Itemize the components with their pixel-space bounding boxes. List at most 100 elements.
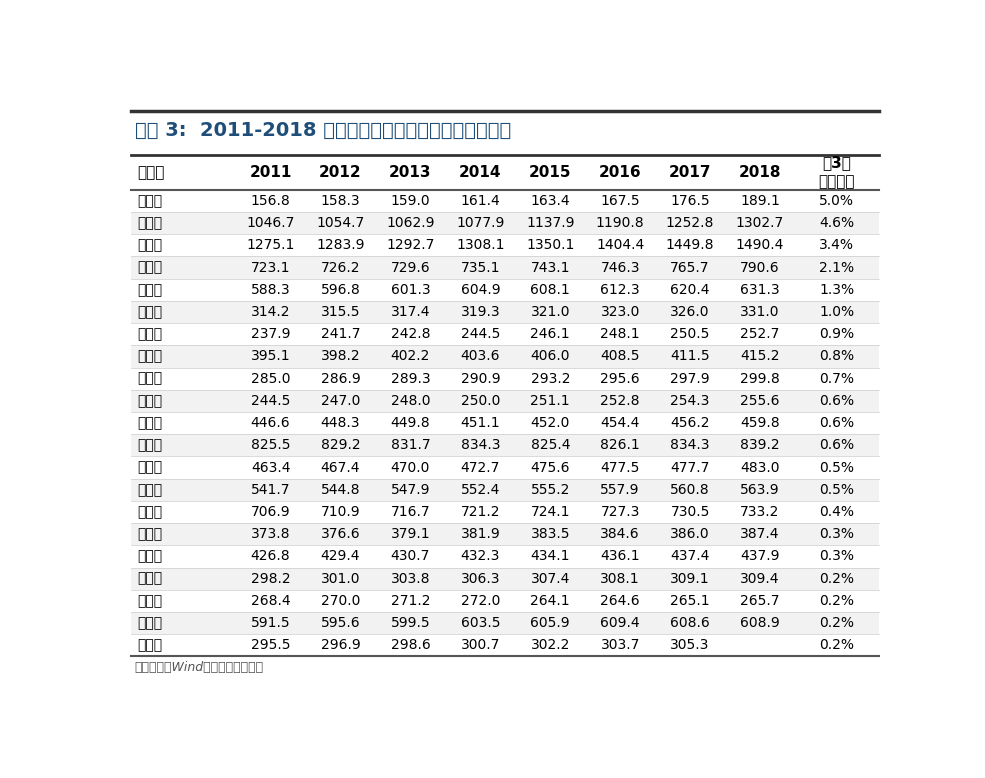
Text: 395.1: 395.1 bbox=[251, 349, 291, 363]
Text: 434.1: 434.1 bbox=[531, 549, 570, 563]
Text: 379.1: 379.1 bbox=[391, 527, 430, 541]
Text: 250.5: 250.5 bbox=[671, 328, 710, 342]
Text: 308.1: 308.1 bbox=[601, 572, 640, 586]
Text: 376.6: 376.6 bbox=[321, 527, 361, 541]
Text: 汕尾市: 汕尾市 bbox=[137, 639, 162, 653]
Text: 448.3: 448.3 bbox=[321, 416, 361, 430]
Text: 0.2%: 0.2% bbox=[820, 594, 854, 608]
Text: 237.9: 237.9 bbox=[251, 328, 291, 342]
Text: 2012: 2012 bbox=[319, 165, 361, 180]
Text: 2013: 2013 bbox=[389, 165, 431, 180]
Text: 295.6: 295.6 bbox=[601, 372, 640, 386]
Text: 汕头市: 汕头市 bbox=[137, 483, 162, 497]
Text: 东莞市: 东莞市 bbox=[137, 438, 162, 452]
Text: 557.9: 557.9 bbox=[601, 483, 640, 497]
Text: 1.3%: 1.3% bbox=[820, 283, 854, 297]
Text: 620.4: 620.4 bbox=[671, 283, 710, 297]
Text: 298.2: 298.2 bbox=[251, 572, 291, 586]
Text: 746.3: 746.3 bbox=[601, 261, 640, 275]
Text: 472.7: 472.7 bbox=[461, 461, 500, 475]
Text: 163.4: 163.4 bbox=[531, 194, 570, 208]
Text: 河源市: 河源市 bbox=[137, 572, 162, 586]
Text: 0.2%: 0.2% bbox=[820, 639, 854, 653]
Text: 250.0: 250.0 bbox=[461, 394, 500, 408]
Text: 0.9%: 0.9% bbox=[820, 328, 854, 342]
Text: 726.2: 726.2 bbox=[321, 261, 361, 275]
Text: 梅州市: 梅州市 bbox=[137, 549, 162, 563]
Text: 252.8: 252.8 bbox=[601, 394, 640, 408]
Text: 0.3%: 0.3% bbox=[820, 527, 854, 541]
Text: 244.5: 244.5 bbox=[251, 394, 291, 408]
Text: 268.4: 268.4 bbox=[251, 594, 291, 608]
Text: 1404.4: 1404.4 bbox=[596, 238, 644, 252]
Bar bbox=[131, 279, 879, 301]
Text: 271.2: 271.2 bbox=[391, 594, 430, 608]
Text: 5.0%: 5.0% bbox=[820, 194, 854, 208]
Text: 608.9: 608.9 bbox=[740, 616, 780, 630]
Text: 293.2: 293.2 bbox=[531, 372, 570, 386]
Text: 601.3: 601.3 bbox=[391, 283, 430, 297]
Text: 272.0: 272.0 bbox=[461, 594, 500, 608]
Text: 384.6: 384.6 bbox=[601, 527, 640, 541]
Text: 730.5: 730.5 bbox=[671, 505, 710, 519]
Text: 331.0: 331.0 bbox=[741, 305, 780, 319]
Bar bbox=[131, 190, 879, 212]
Text: 326.0: 326.0 bbox=[671, 305, 710, 319]
Text: 603.5: 603.5 bbox=[461, 616, 500, 630]
Text: 地级市: 地级市 bbox=[137, 165, 164, 180]
Text: 398.2: 398.2 bbox=[321, 349, 361, 363]
Text: 403.6: 403.6 bbox=[461, 349, 500, 363]
Text: 264.1: 264.1 bbox=[531, 594, 570, 608]
Text: 591.5: 591.5 bbox=[251, 616, 291, 630]
Text: 446.6: 446.6 bbox=[251, 416, 291, 430]
Text: 831.7: 831.7 bbox=[391, 438, 430, 452]
Text: 605.9: 605.9 bbox=[531, 616, 570, 630]
Bar bbox=[131, 434, 879, 457]
Text: 595.6: 595.6 bbox=[321, 616, 361, 630]
Text: 189.1: 189.1 bbox=[740, 194, 780, 208]
Text: 825.4: 825.4 bbox=[531, 438, 570, 452]
Text: 296.9: 296.9 bbox=[321, 639, 361, 653]
Text: 306.3: 306.3 bbox=[461, 572, 500, 586]
Text: 1054.7: 1054.7 bbox=[316, 216, 364, 230]
Text: 255.6: 255.6 bbox=[741, 394, 780, 408]
Text: 560.8: 560.8 bbox=[670, 483, 710, 497]
Text: 158.3: 158.3 bbox=[321, 194, 361, 208]
Text: 477.5: 477.5 bbox=[601, 461, 640, 475]
Text: 721.2: 721.2 bbox=[461, 505, 500, 519]
Text: 723.1: 723.1 bbox=[251, 261, 291, 275]
Bar bbox=[131, 212, 879, 234]
Text: 4.6%: 4.6% bbox=[820, 216, 854, 230]
Text: 2015: 2015 bbox=[529, 165, 571, 180]
Text: 411.5: 411.5 bbox=[670, 349, 710, 363]
Text: 0.6%: 0.6% bbox=[820, 438, 854, 452]
Text: 0.6%: 0.6% bbox=[820, 394, 854, 408]
Text: 386.0: 386.0 bbox=[670, 527, 710, 541]
Text: 0.5%: 0.5% bbox=[820, 483, 854, 497]
Text: 436.1: 436.1 bbox=[601, 549, 640, 563]
Text: 湛江市: 湛江市 bbox=[137, 505, 162, 519]
Text: 惠州市: 惠州市 bbox=[137, 461, 162, 475]
Text: 408.5: 408.5 bbox=[601, 349, 640, 363]
Text: 潮州市: 潮州市 bbox=[137, 594, 162, 608]
Bar bbox=[131, 257, 879, 279]
Text: 826.1: 826.1 bbox=[600, 438, 640, 452]
Text: 724.1: 724.1 bbox=[531, 505, 570, 519]
Text: 2018: 2018 bbox=[739, 165, 781, 180]
Text: 248.1: 248.1 bbox=[601, 328, 640, 342]
Text: 247.0: 247.0 bbox=[321, 394, 361, 408]
Text: 254.3: 254.3 bbox=[671, 394, 710, 408]
Text: 406.0: 406.0 bbox=[531, 349, 570, 363]
Text: 599.5: 599.5 bbox=[391, 616, 430, 630]
Text: 449.8: 449.8 bbox=[391, 416, 430, 430]
Text: 1252.8: 1252.8 bbox=[666, 216, 714, 230]
Text: 茂名市: 茂名市 bbox=[137, 283, 162, 297]
Text: 1308.1: 1308.1 bbox=[456, 238, 504, 252]
Text: 303.7: 303.7 bbox=[601, 639, 640, 653]
Bar bbox=[131, 323, 879, 345]
Text: 1350.1: 1350.1 bbox=[526, 238, 574, 252]
Text: 604.9: 604.9 bbox=[461, 283, 500, 297]
Bar bbox=[131, 568, 879, 590]
Text: 437.4: 437.4 bbox=[671, 549, 710, 563]
Text: 307.4: 307.4 bbox=[531, 572, 570, 586]
